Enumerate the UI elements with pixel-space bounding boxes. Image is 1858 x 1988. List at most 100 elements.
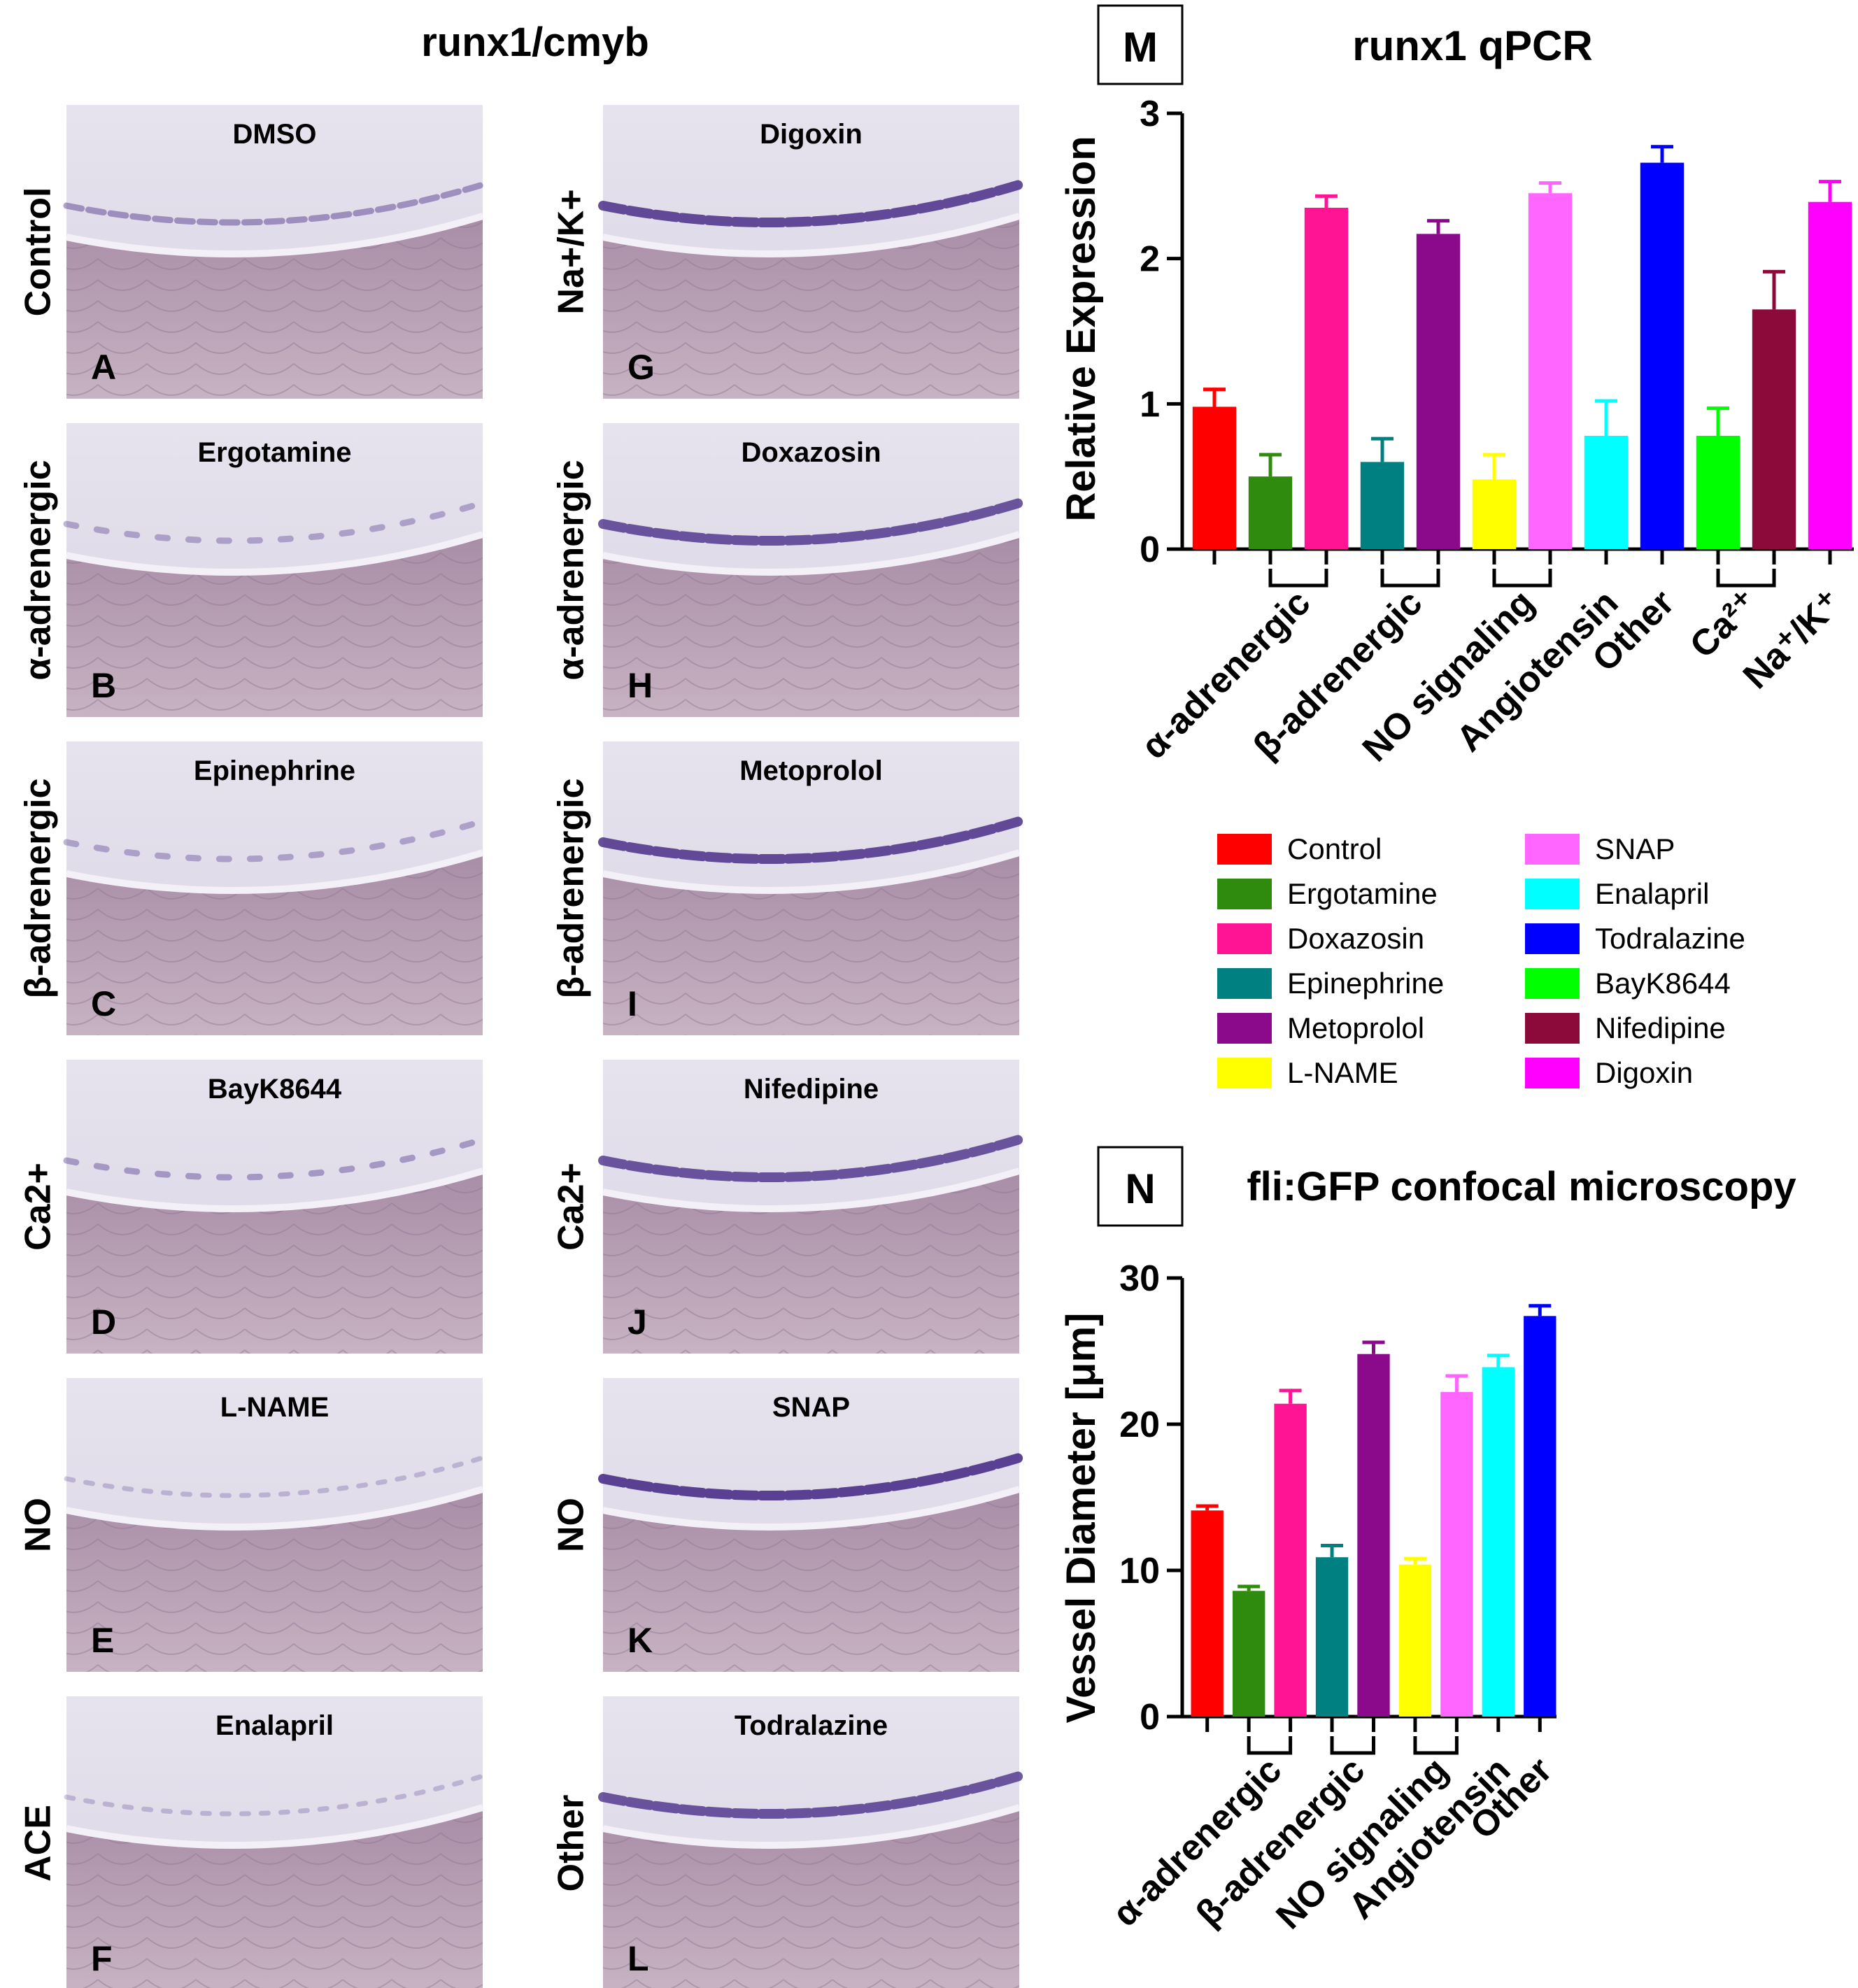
photo-drug-label: Nifedipine [744,1074,879,1105]
photo-drug-label: DMSO [233,119,317,150]
bar-doxazosin [1304,207,1349,549]
legend-swatch [1525,968,1580,999]
photo-somites [66,1808,483,1988]
photo-somites [603,1489,1019,1672]
photo-panel-letter: E [91,1621,114,1660]
photo-staining [598,498,1024,546]
bar-epinephrine [1360,462,1405,549]
chart-n-letter: N [1125,1165,1155,1212]
photo-drug-label: L-NAME [220,1392,329,1423]
legend-swatch [1217,879,1272,909]
panel-figure-title: runx1/cmyb [421,20,649,65]
photo-drug-label: SNAP [772,1392,850,1423]
photo-panel-a: DMSO A Control [18,105,486,399]
photo-row-label: Na+/K+ [551,189,592,314]
legend-label: BayK8644 [1595,967,1731,1000]
photo-drug-label: Todralazine [735,1710,888,1741]
photo-panel-f: Enalapril F ACE [18,1696,485,1988]
bar-bayk8644 [1696,436,1740,549]
photo-drug-label: Ergotamine [197,437,351,468]
photo-panel-k: SNAP K NO [551,1378,1024,1672]
legend-swatch [1217,968,1272,999]
photo-somites [603,1171,1019,1354]
photo-boundary [66,1804,484,1849]
legend-swatch [1525,923,1580,954]
bar-epinephrine [1315,1557,1349,1717]
bar-ergotamine [1248,476,1293,549]
legend-swatch [1217,1013,1272,1044]
photo-row-label: Ca2+ [551,1163,592,1251]
photo-somites [66,534,483,717]
photo-staining [598,180,1024,227]
legend-label: Epinephrine [1287,967,1444,1000]
legend-swatch [1217,834,1272,865]
bar-todralazine [1524,1316,1556,1717]
chart-m-ylabel: Relative Expression [1058,136,1104,521]
y-tick-label: 0 [1140,530,1160,570]
photo-somites [603,853,1019,1035]
legend-swatch [1525,1058,1580,1088]
photo-staining [64,1455,485,1498]
photo-somites [603,216,1019,399]
legend-item: Enalapril [1525,877,1709,910]
chart-m-letter: M [1123,24,1158,71]
bar-l-name [1472,479,1517,549]
photo-panel-h: Doxazosin Hα-adrenergic [551,423,1024,717]
bar-ergotamine [1232,1591,1265,1717]
photo-boundary [602,213,1021,257]
photo-staining [63,181,486,226]
bar-control [1191,1510,1224,1717]
photo-somites [66,1489,483,1672]
photo-row-label: β-adrenergic [18,779,59,999]
y-tick-label: 3 [1140,94,1160,134]
legend-item: BayK8644 [1525,967,1731,1000]
photo-panel-letter: L [627,1939,649,1978]
legend-item: Epinephrine [1217,967,1444,1000]
bar-snap [1528,193,1573,549]
photo-staining [63,1136,486,1181]
photo-panel-letter: H [627,666,653,705]
photo-row-label: Other [551,1795,592,1892]
legend-swatch [1525,834,1580,865]
photo-row-label: β-adrenergic [551,779,592,999]
photo-boundary [602,849,1021,894]
legend-item: Metoprolol [1217,1011,1424,1044]
legend-label: Digoxin [1595,1056,1693,1089]
legend-item: Todralazine [1525,922,1745,955]
photo-panel-letter: F [91,1939,113,1978]
photo-panel-g: Digoxin G Na+/K+ [551,105,1024,399]
photo-boundary [66,1486,484,1531]
photo-drug-label: Metoprolol [739,755,882,786]
bar-digoxin [1808,201,1852,549]
photo-panel-letter: A [91,348,116,387]
photo-row-label: α-adrenergic [551,460,592,680]
photo-panel-j: Nifedipine J Ca2+ [551,1060,1024,1354]
bar-nifedipine [1752,309,1796,549]
y-tick-label: 0 [1140,1697,1160,1738]
legend: Control Ergotamine Doxazosin Epinephrine Met… [1217,832,1745,1089]
legend-label: Doxazosin [1287,922,1424,955]
legend-item: Control [1217,832,1382,865]
photo-somites [66,216,483,399]
group-bracket [1268,569,1328,588]
photo-row-label: NO [551,1498,592,1552]
photo-panel-l: Todralazine L Other [551,1696,1024,1988]
photo-panel-letter: K [627,1621,653,1660]
photo-drug-label: Epinephrine [194,755,355,786]
y-tick-label: 10 [1119,1551,1160,1591]
photo-panel-letter: C [91,984,116,1023]
photo-row-label: Control [18,187,59,317]
photo-staining [64,1773,485,1817]
photo-row-label: NO [18,1498,59,1552]
photo-panel-i: Metoprolol Iβ-adrenergic [551,741,1024,1035]
legend-item: Nifedipine [1525,1011,1726,1044]
photo-panel-letter: D [91,1302,116,1342]
y-tick-label: 20 [1119,1405,1160,1445]
photo-boundary [66,213,484,257]
photo-boundary [66,531,484,576]
photo-drug-label: Digoxin [760,119,863,150]
bar-l-name [1398,1564,1432,1717]
photo-panel-e: L-NAME E NO [18,1378,485,1672]
